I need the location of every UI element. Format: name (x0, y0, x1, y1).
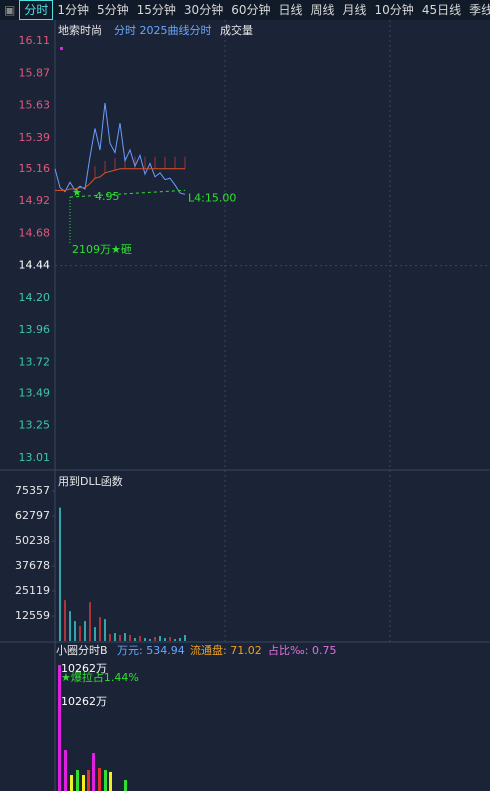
toolbar: ▣ 分时 1分钟 5分钟 15分钟 30分钟 60分钟 日线 周线 月线 10分钟 45日线 季线 (0, 0, 490, 20)
marker (60, 47, 63, 50)
tab[interactable]: 分时 (19, 0, 54, 20)
panel-title: 小圈分时B (56, 644, 108, 657)
y-tick-label: 75357 (15, 484, 50, 497)
tab[interactable]: 5分钟 (97, 3, 129, 17)
tab[interactable]: 季线 (469, 3, 490, 17)
y-tick-label: 16.11 (19, 34, 51, 47)
stat-value: 71.02 (227, 644, 262, 657)
stat-label: 万元: (117, 644, 143, 657)
flow-bar (64, 749, 67, 791)
tab[interactable]: 30分钟 (183, 3, 224, 17)
y-tick-label: 14.44 (19, 259, 51, 272)
star-label: ★ (72, 186, 82, 199)
note: ★爆拉占1.44% (61, 670, 139, 684)
y-tick-label: 13.25 (19, 419, 51, 432)
chart-area: 地索时尚 分时 2025曲线分时 成交量 16.11 15.87 15.63 15.39 15… (0, 20, 490, 791)
tab[interactable]: 1分钟 (57, 3, 89, 17)
y-tick-label: 15.87 (19, 66, 51, 79)
flow-bar (87, 770, 90, 791)
panel-title: 用到DLL函数 (58, 475, 123, 488)
stat: 占比‰: 0.75 (268, 643, 336, 657)
flow-bar (98, 768, 101, 791)
y-tick-label: 14.68 (19, 226, 51, 239)
volume-note: 2109万★砸 (72, 243, 132, 256)
y-tick-label: 37678 (15, 559, 50, 572)
stat-value: 534.94 (143, 644, 185, 657)
flow-bar (82, 775, 85, 791)
volume-label: 成交量 (220, 23, 253, 37)
stat-label: 流通盘: (190, 643, 227, 657)
tab[interactable]: 15分钟 (136, 3, 176, 17)
stat-label: 占比‰: (268, 643, 308, 657)
flow-bar (70, 775, 73, 791)
support-line (69, 189, 186, 198)
flow-bar (76, 770, 79, 791)
flow-bar (109, 771, 112, 791)
y-tick-label: 15.39 (19, 131, 51, 144)
flow-bar (104, 770, 107, 791)
y-tick-label: 50238 (15, 534, 50, 547)
flow-bar (92, 753, 95, 791)
stat: 流通盘: 71.02 (190, 643, 262, 657)
stat: 万元: 534.94 (117, 644, 185, 657)
low-label: 4.95 (95, 190, 120, 203)
stock-name: 地索时尚 (58, 23, 102, 37)
tab[interactable]: 周线 (310, 3, 335, 17)
y-tick-label: 13.49 (19, 386, 51, 399)
icon: ▣ (4, 3, 16, 17)
indicator-name: 分时 2025曲线分时 (114, 23, 212, 37)
y-tick-label: 25119 (15, 584, 50, 597)
avg-line (55, 168, 185, 191)
y-tick-label: 13.72 (19, 355, 51, 368)
y-tick-label: 12559 (15, 609, 50, 622)
y-tick-label: 15.16 (19, 162, 51, 175)
flow-bar (58, 665, 61, 791)
y-tick-label: 62797 (15, 509, 50, 522)
note: 10262万 (61, 662, 107, 675)
tab[interactable]: 60分钟 (231, 3, 271, 17)
price-line (54, 102, 186, 195)
tab[interactable]: 45日线 (421, 3, 462, 17)
tab[interactable]: 月线 (342, 3, 367, 17)
tab[interactable]: 10分钟 (374, 3, 414, 17)
note: 10262万 (61, 695, 107, 708)
y-tick-label: 14.92 (19, 194, 51, 207)
stat-value: 0.75 (308, 644, 336, 657)
flow-bar (124, 779, 127, 791)
line-label: L4:15.00 (188, 191, 236, 204)
y-tick-label: 15.63 (19, 99, 51, 112)
tab[interactable]: 日线 (278, 3, 303, 17)
y-tick-label: 13.01 (19, 451, 51, 464)
y-tick-label: 13.96 (19, 323, 51, 336)
y-tick-label: 14.20 (19, 291, 51, 304)
